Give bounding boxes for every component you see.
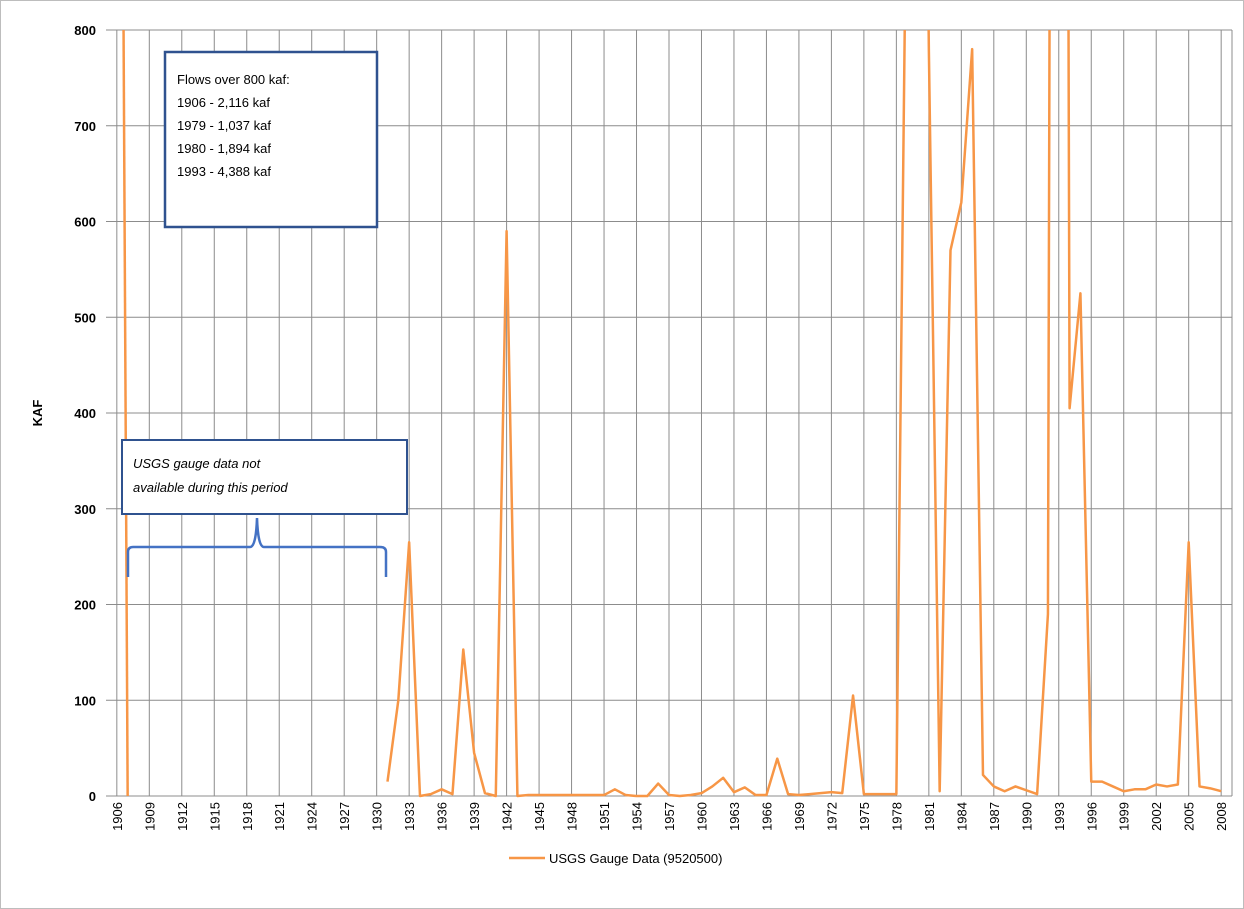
annotation-text: 1993 - 4,388 kaf <box>177 164 271 179</box>
x-tick-label: 1984 <box>954 802 969 831</box>
x-tick-label: 1957 <box>662 802 677 831</box>
x-tick-label: 1912 <box>175 802 190 831</box>
x-tick-label: 1942 <box>500 802 515 831</box>
x-tick-label: 1954 <box>630 802 645 831</box>
x-tick-label: 1906 <box>110 802 125 831</box>
x-tick-label: 1972 <box>824 802 839 831</box>
x-tick-label: 1930 <box>370 802 385 831</box>
x-tick-label: 1951 <box>597 802 612 831</box>
y-tick-label: 500 <box>74 310 96 325</box>
y-tick-label: 300 <box>74 502 96 517</box>
y-tick-label: 800 <box>74 23 96 38</box>
y-axis-label: KAF <box>30 400 45 427</box>
annotation-box <box>163 50 379 229</box>
x-tick-label: 1939 <box>467 802 482 831</box>
x-tick-label: 1909 <box>142 802 157 831</box>
x-tick-label: 1978 <box>889 802 904 831</box>
x-tick-label: 1999 <box>1117 802 1132 831</box>
x-tick-label: 1933 <box>402 802 417 831</box>
x-tick-label: 1927 <box>337 802 352 831</box>
x-tick-label: 1990 <box>1019 802 1034 831</box>
y-tick-label: 200 <box>74 598 96 613</box>
x-tick-label: 1975 <box>857 802 872 831</box>
annotation-text: available during this period <box>133 480 288 495</box>
x-tick-label: 2008 <box>1214 802 1229 831</box>
annotation-text: 1906 - 2,116 kaf <box>177 95 270 110</box>
x-tick-label: 1918 <box>240 802 255 831</box>
y-tick-label: 700 <box>74 119 96 134</box>
legend-label: USGS Gauge Data (9520500) <box>549 851 722 866</box>
x-tick-label: 1996 <box>1084 802 1099 831</box>
annotation-text: USGS gauge data not <box>133 456 262 471</box>
x-tick-label: 1966 <box>759 802 774 831</box>
x-tick-label: 1963 <box>727 802 742 831</box>
y-tick-label: 400 <box>74 406 96 421</box>
x-tick-label: 1948 <box>565 802 580 831</box>
annotation-text: 1979 - 1,037 kaf <box>177 118 271 133</box>
brace <box>126 517 388 577</box>
x-tick-label: 1960 <box>694 802 709 831</box>
data-line <box>386 30 1222 798</box>
x-tick-label: 1924 <box>305 802 320 831</box>
x-tick-label: 2002 <box>1149 802 1164 831</box>
x-tick-label: 2005 <box>1182 802 1197 831</box>
annotation-box <box>121 439 408 515</box>
x-tick-label: 1981 <box>922 802 937 831</box>
annotation-text: Flows over 800 kaf: <box>177 72 290 87</box>
x-tick-label: 1969 <box>792 802 807 831</box>
y-tick-label: 600 <box>74 215 96 230</box>
x-tick-label: 1921 <box>272 802 287 831</box>
y-tick-label: 0 <box>89 789 96 804</box>
annotation-text: 1980 - 1,894 kaf <box>177 141 271 156</box>
x-tick-label: 1915 <box>207 802 222 831</box>
x-tick-label: 1987 <box>987 802 1002 831</box>
x-tick-label: 1945 <box>532 802 547 831</box>
x-tick-label: 1936 <box>435 802 450 831</box>
y-tick-label: 100 <box>74 693 96 708</box>
x-tick-label: 1993 <box>1052 802 1067 831</box>
